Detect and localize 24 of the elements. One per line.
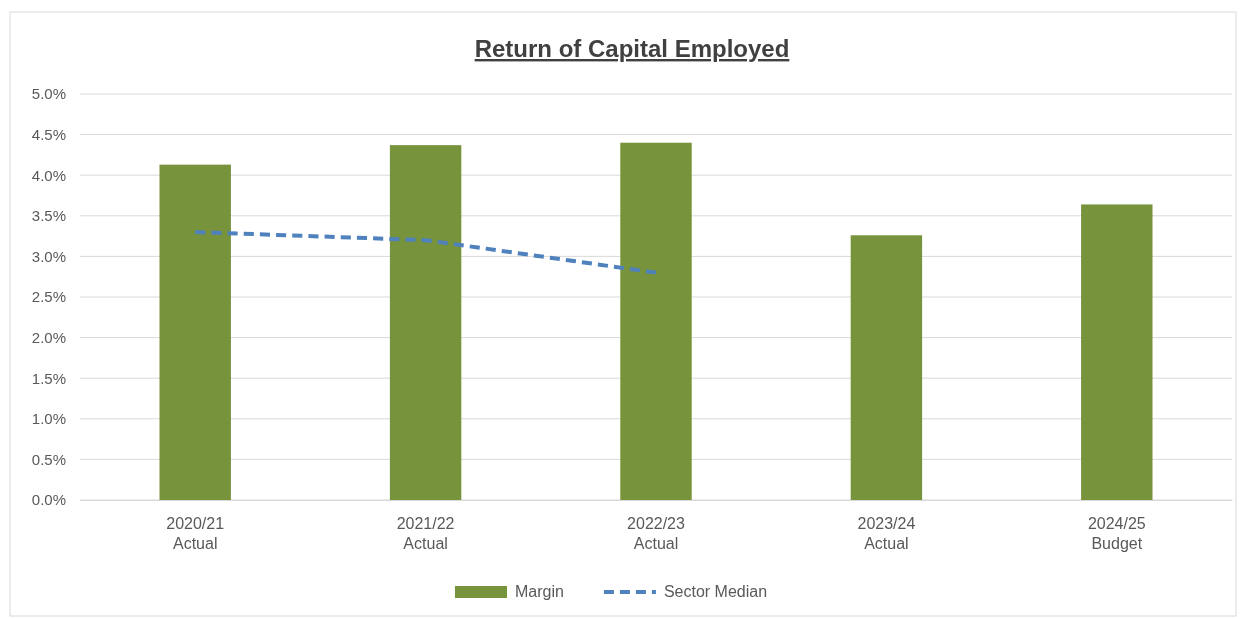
x-tick-label: 2023/24 Actual (857, 515, 916, 552)
chart-title: Return of Capital Employed (474, 35, 790, 62)
y-tick-label: 3.5% (31, 207, 66, 225)
y-tick-label: 3.0% (31, 247, 66, 265)
y-tick-label: 5.0% (31, 85, 66, 103)
y-tick-label: 2.5% (31, 288, 66, 306)
y-tick-label: 2.0% (31, 328, 66, 346)
x-tick-label: 2021/22 Actual (396, 515, 455, 552)
bar (620, 142, 692, 500)
y-tick-label: 1.5% (31, 369, 66, 387)
x-tick-label: 2020/21 Actual (166, 515, 225, 552)
bar (1081, 204, 1153, 500)
legend-label: Sector Median (663, 583, 768, 600)
y-tick-label: 0.5% (31, 450, 66, 468)
y-tick-label: 4.5% (31, 125, 66, 143)
y-tick-label: 4.0% (31, 166, 66, 184)
y-tick-label: 1.0% (31, 410, 66, 428)
legend-label: Margin (515, 583, 564, 600)
bar (850, 235, 923, 500)
y-tick-label: 0.0% (31, 491, 66, 509)
x-tick-label: 2022/23 Actual (627, 515, 686, 552)
bar (159, 164, 231, 500)
x-tick-label: 2024/25 Budget (1087, 515, 1146, 552)
bar (389, 145, 462, 500)
